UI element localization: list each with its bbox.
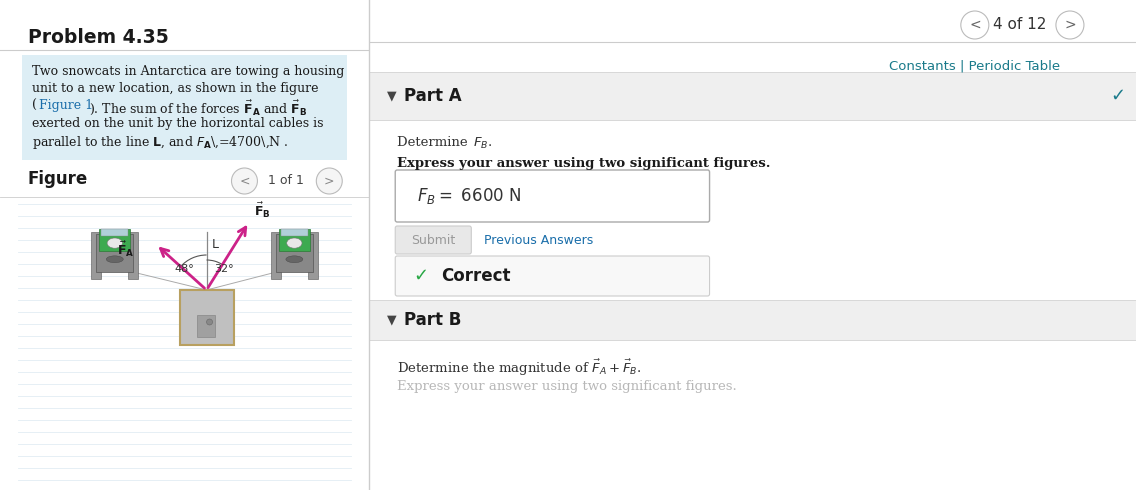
Circle shape: [961, 11, 988, 39]
FancyBboxPatch shape: [369, 300, 1136, 340]
Text: Constants | Periodic Table: Constants | Periodic Table: [888, 60, 1060, 73]
FancyBboxPatch shape: [395, 226, 471, 254]
Bar: [281, 229, 308, 236]
Text: Problem 4.35: Problem 4.35: [28, 28, 168, 47]
FancyBboxPatch shape: [395, 170, 710, 222]
Bar: [270, 232, 281, 279]
Text: Determine: Determine: [398, 136, 473, 149]
Text: unit to a new location, as shown in the figure: unit to a new location, as shown in the …: [32, 82, 318, 95]
Ellipse shape: [107, 238, 123, 248]
Text: $\vec{\mathbf{F}}_\mathbf{B}$: $\vec{\mathbf{F}}_\mathbf{B}$: [253, 201, 270, 220]
Bar: [128, 232, 139, 279]
Text: ✓: ✓: [1110, 87, 1126, 105]
Text: >: >: [1064, 18, 1076, 32]
Text: <: <: [240, 174, 250, 188]
Circle shape: [316, 168, 342, 194]
Text: Two snowcats in Antarctica are towing a housing: Two snowcats in Antarctica are towing a …: [32, 65, 344, 78]
Text: $F_B$.: $F_B$.: [474, 136, 493, 151]
Circle shape: [1056, 11, 1084, 39]
Bar: [308, 232, 318, 279]
Text: Determine the magnitude of $\vec{F}_A + \vec{F}_B$.: Determine the magnitude of $\vec{F}_A + …: [398, 358, 642, 378]
Bar: [101, 229, 128, 236]
Text: exerted on the unit by the horizontal cables is: exerted on the unit by the horizontal ca…: [32, 117, 324, 130]
Circle shape: [207, 319, 212, 325]
Text: <: <: [969, 18, 980, 32]
Text: ✓: ✓: [414, 267, 428, 285]
Text: 1 of 1: 1 of 1: [268, 174, 304, 188]
Text: Submit: Submit: [411, 234, 456, 246]
Text: Part A: Part A: [404, 87, 462, 105]
Bar: [179, 290, 234, 345]
Bar: [279, 229, 310, 251]
Text: 32°: 32°: [215, 264, 234, 274]
Text: Express your answer using two significant figures.: Express your answer using two significan…: [398, 157, 770, 170]
Text: Previous Answers: Previous Answers: [484, 234, 594, 246]
Circle shape: [232, 168, 258, 194]
Text: ). The sum of the forces $\vec{\mathbf{F}}_\mathbf{A}$ and $\vec{\mathbf{F}}_\ma: ). The sum of the forces $\vec{\mathbf{F…: [89, 99, 307, 118]
Bar: [197, 315, 215, 337]
Ellipse shape: [286, 238, 302, 248]
Text: Part B: Part B: [404, 311, 461, 329]
Text: ▼: ▼: [387, 90, 396, 102]
Text: $F_B =\ 6600\ \mathrm{N}$: $F_B =\ 6600\ \mathrm{N}$: [417, 186, 521, 206]
Text: Figure 1: Figure 1: [39, 99, 93, 112]
Bar: [91, 232, 101, 279]
Text: 48°: 48°: [175, 264, 194, 274]
FancyBboxPatch shape: [369, 72, 1136, 120]
Text: Express your answer using two significant figures.: Express your answer using two significan…: [398, 380, 737, 393]
Ellipse shape: [107, 256, 123, 263]
Ellipse shape: [286, 256, 303, 263]
Bar: [100, 229, 130, 251]
FancyBboxPatch shape: [22, 55, 348, 160]
Bar: [276, 234, 314, 272]
Text: 4 of 12: 4 of 12: [993, 18, 1046, 32]
Text: $\vec{\mathbf{F}}_\mathbf{A}$: $\vec{\mathbf{F}}_\mathbf{A}$: [117, 240, 134, 259]
Text: >: >: [324, 174, 334, 188]
Bar: [97, 234, 133, 272]
Text: ▼: ▼: [387, 314, 396, 326]
Text: (: (: [32, 99, 37, 112]
Text: Correct: Correct: [441, 267, 511, 285]
FancyBboxPatch shape: [395, 256, 710, 296]
Text: Figure: Figure: [28, 170, 89, 188]
Text: L: L: [211, 238, 218, 251]
Text: parallel to the line $\mathbf{L}$, and $F_\mathbf{A}$\,=4700\,N .: parallel to the line $\mathbf{L}$, and $…: [32, 134, 289, 151]
